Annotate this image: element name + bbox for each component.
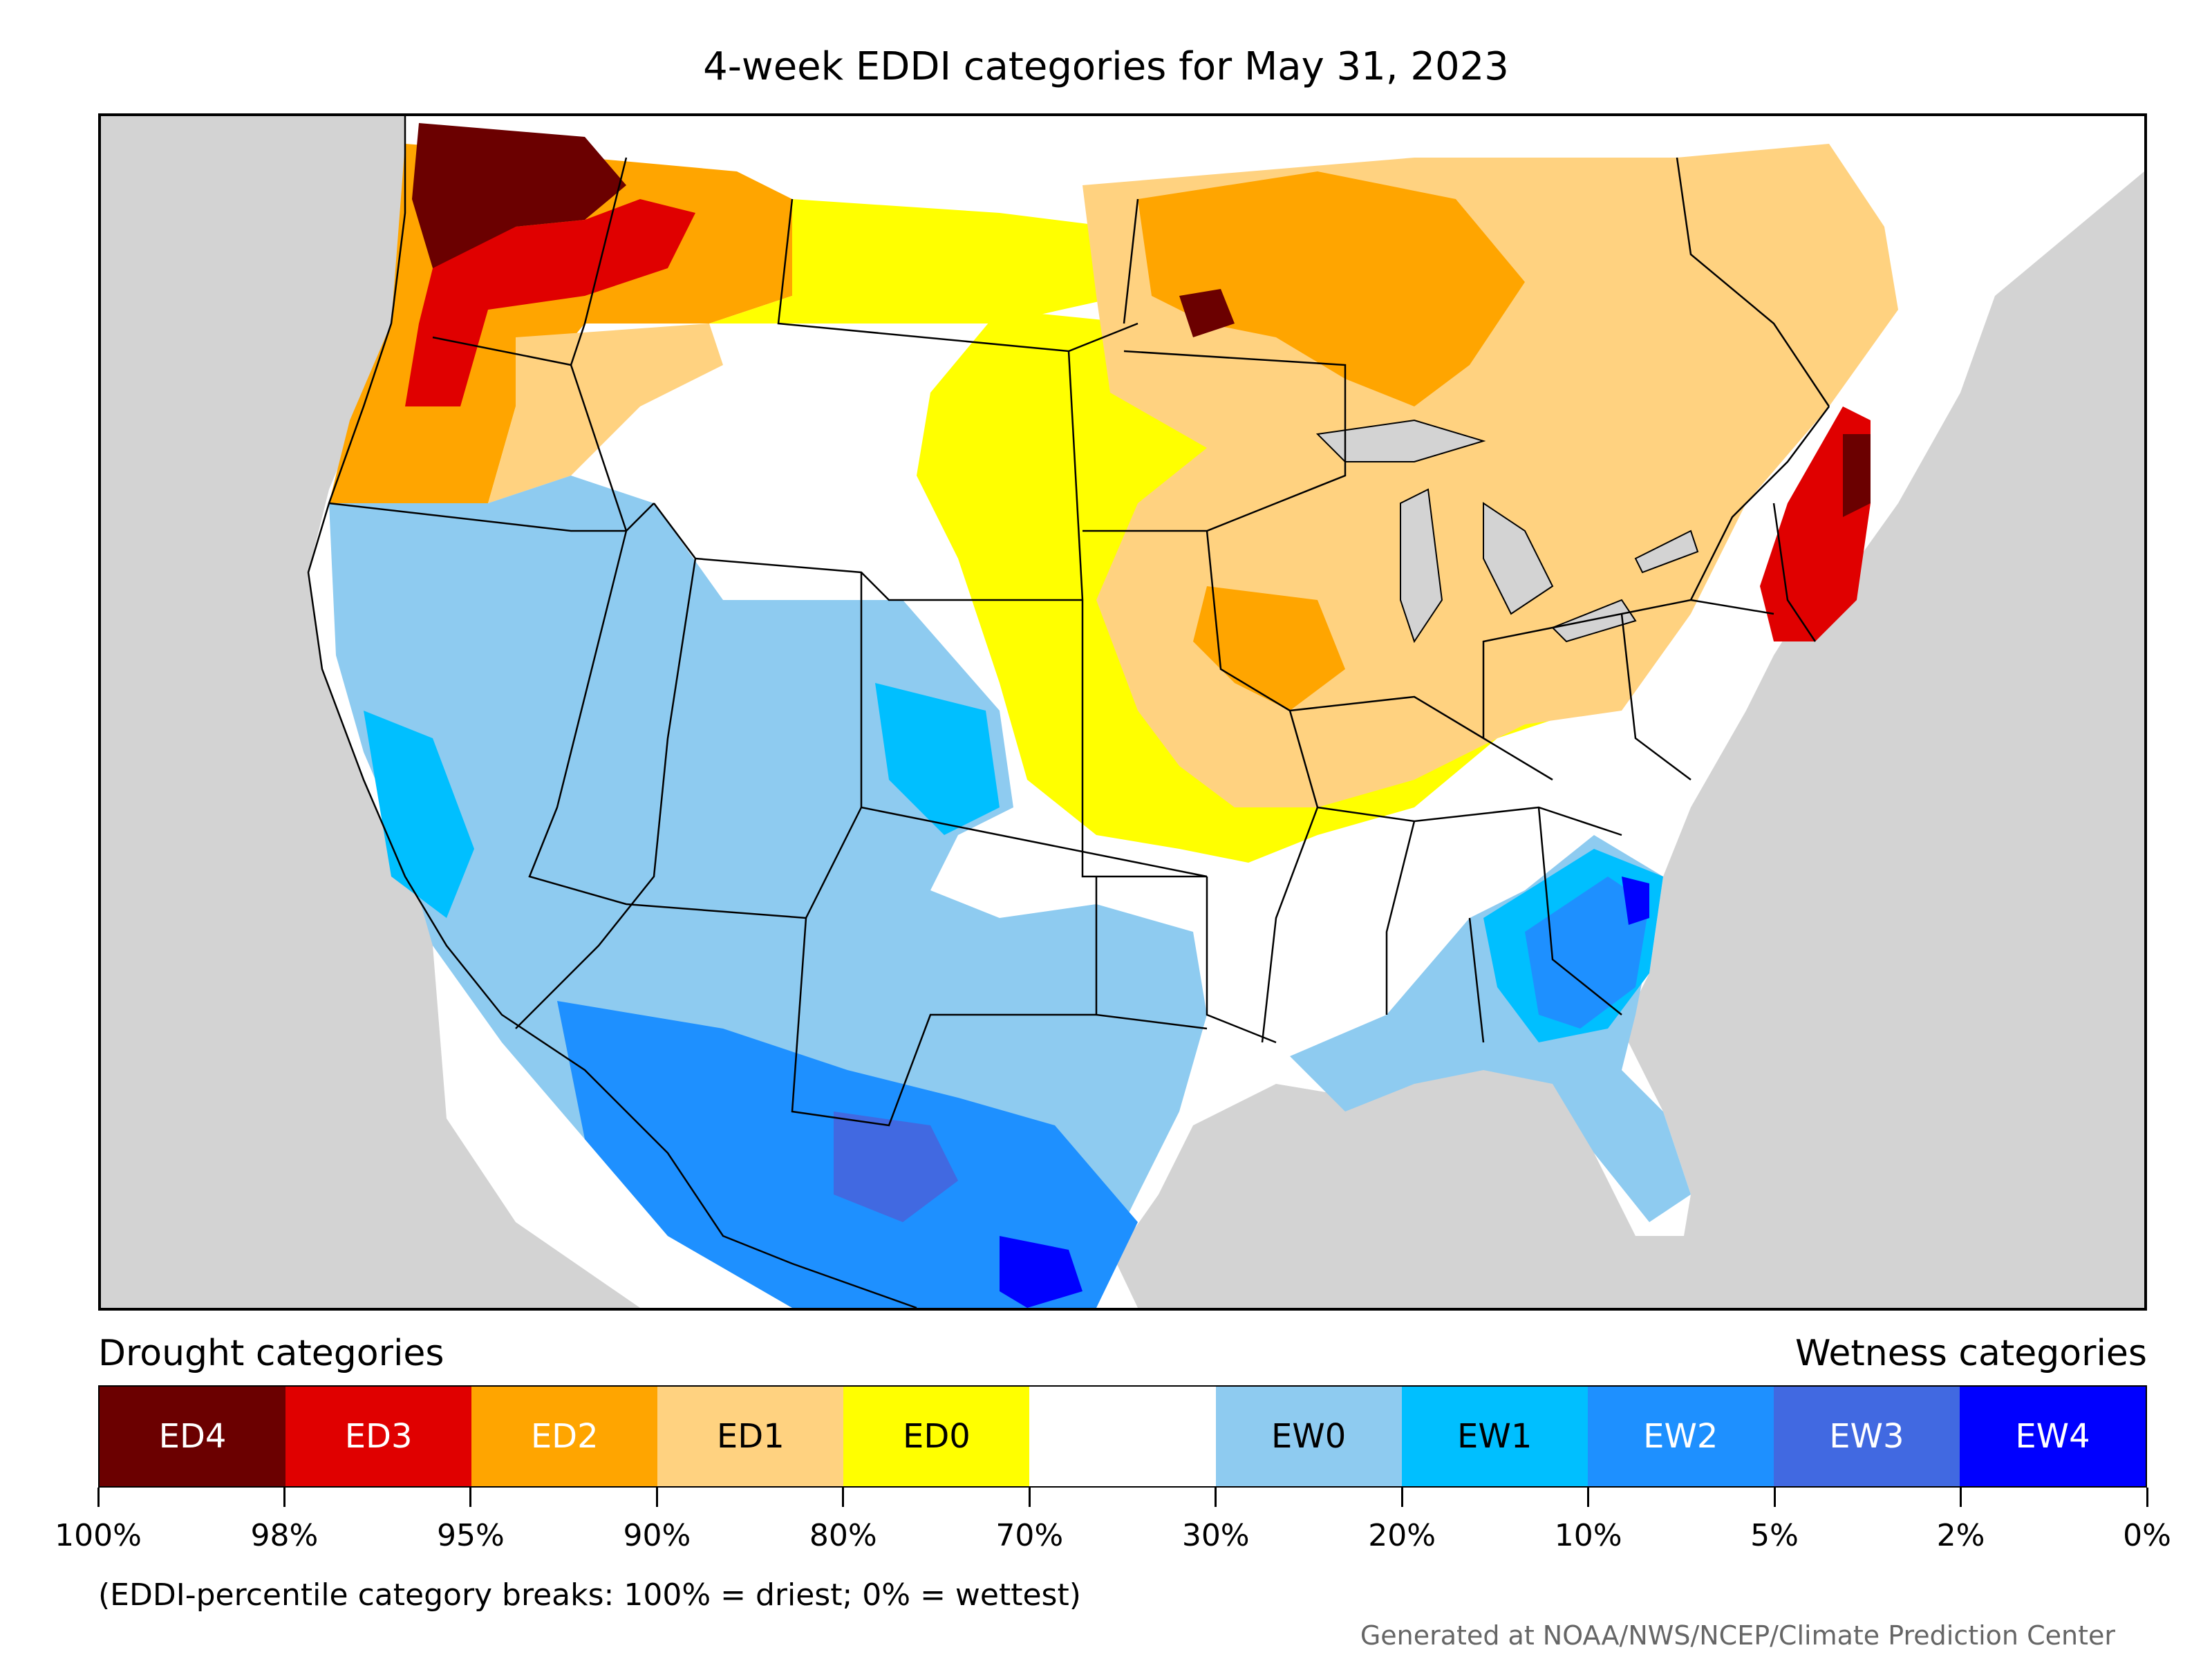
legend-tick-label: 100% (55, 1518, 142, 1553)
legend-tick-label: 98% (250, 1518, 319, 1553)
legend-tick (1215, 1488, 1217, 1507)
legend-tick-label: 0% (2123, 1518, 2171, 1553)
legend-cell-ew1: EW1 (1401, 1387, 1588, 1486)
legend-tick (1960, 1488, 1962, 1507)
ed4-northeast (1843, 434, 1871, 517)
legend-tick-label: 70% (995, 1518, 1064, 1553)
legend-cell-ew3: EW3 (1773, 1387, 1960, 1486)
ed0-northern-rockies (709, 199, 1124, 324)
legend-tick (469, 1488, 472, 1507)
legend-tick-label: 30% (1181, 1518, 1250, 1553)
legend-cell-ed1: ED1 (657, 1387, 844, 1486)
legend-tick (842, 1488, 845, 1507)
ew1-california (364, 711, 474, 918)
legend-tick (1400, 1488, 1403, 1507)
ew4-south-texas (1000, 1236, 1082, 1308)
ed4-minnesota (1179, 289, 1235, 337)
ew3-texas (834, 1112, 958, 1222)
legend-tick (1587, 1488, 1590, 1507)
ew0-west (329, 476, 1207, 1308)
map-title: 4-week EDDI categories for May 31, 2023 (703, 44, 1509, 89)
ew1-rockies (875, 683, 1000, 835)
legend-cell-ed3: ED3 (285, 1387, 472, 1486)
legend-tick (1773, 1488, 1776, 1507)
ed3-pacific-nw (405, 199, 695, 406)
legend-tick (655, 1488, 658, 1507)
wetness-categories-label: Wetness categories (1795, 1333, 2147, 1374)
map-panel (98, 113, 2147, 1311)
legend-cell-ew4: EW4 (1959, 1387, 2146, 1486)
legend-tick-label: 80% (809, 1518, 877, 1553)
legend-tick-label: 5% (1750, 1518, 1799, 1553)
legend-tick (1028, 1488, 1031, 1507)
ed1-inland-nw (488, 324, 723, 503)
legend-tick-label: 2% (1936, 1518, 1985, 1553)
legend-tick-label: 90% (623, 1518, 691, 1553)
ew2-carolinas (1525, 877, 1649, 1029)
legend-cell-ed4: ED4 (100, 1387, 286, 1486)
legend-tick-label: 20% (1368, 1518, 1436, 1553)
legend-cell-ew0: EW0 (1215, 1387, 1402, 1486)
legend-cell-ew2: EW2 (1587, 1387, 1774, 1486)
eddi-map (101, 116, 2144, 1308)
ed2-upper-midwest (1138, 171, 1525, 406)
legend-tick (97, 1488, 100, 1507)
ew4-carolina-coast (1622, 877, 1649, 925)
legend-cell-ed0: ED0 (843, 1387, 1030, 1486)
legend-tick-label: 95% (437, 1518, 505, 1553)
legend-bar: ED4 ED3 ED2 ED1 ED0 EW0 EW1 EW2 EW3 EW4 (98, 1385, 2147, 1488)
legend-cell-normal (1029, 1387, 1216, 1486)
state-boundaries (307, 116, 1830, 1308)
legend-tick (2146, 1488, 2148, 1507)
legend-tick-label: 10% (1554, 1518, 1622, 1553)
legend-tick (283, 1488, 285, 1507)
legend-cell-ed2: ED2 (471, 1387, 658, 1486)
ed2-plains (1193, 586, 1345, 711)
drought-categories-label: Drought categories (98, 1333, 444, 1374)
ed4-pacific-nw (412, 123, 626, 268)
credit-line: Generated at NOAA/NWS/NCEP/Climate Predi… (1360, 1620, 2115, 1651)
great-lakes (1315, 419, 1699, 644)
category-note: (EDDI-percentile category breaks: 100% =… (98, 1577, 1081, 1613)
